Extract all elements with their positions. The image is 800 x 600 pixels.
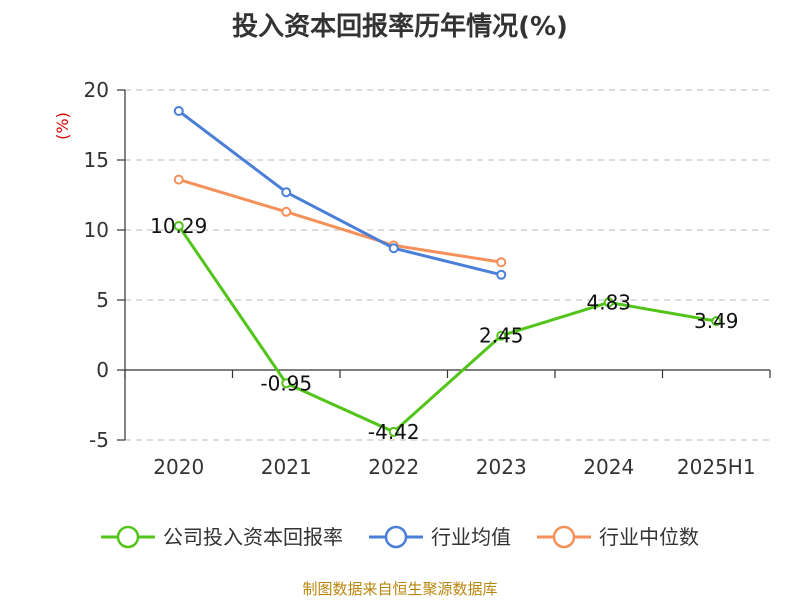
y-axis-label: (%) xyxy=(53,112,72,140)
data-point[interactable] xyxy=(496,257,507,268)
data-label: 2.45 xyxy=(479,324,524,348)
data-label: -0.95 xyxy=(260,371,312,395)
data-point[interactable] xyxy=(388,426,399,437)
data-point[interactable] xyxy=(388,243,399,254)
data-point[interactable] xyxy=(173,220,184,231)
data-label: 3.49 xyxy=(694,309,739,333)
y-tick-label: 10 xyxy=(84,218,109,242)
legend-label: 行业均值 xyxy=(431,525,511,549)
x-tick-label: 2021 xyxy=(261,455,312,479)
legend-item[interactable]: 行业中位数 xyxy=(537,525,699,549)
legend-marker-icon xyxy=(552,525,576,549)
data-point[interactable] xyxy=(281,206,292,217)
x-tick-label: 2024 xyxy=(583,455,634,479)
x-tick-label: 2022 xyxy=(368,455,419,479)
source-note: 制图数据来自恒生聚源数据库 xyxy=(302,580,498,598)
legend-label: 行业中位数 xyxy=(599,525,699,549)
x-tick-label: 2023 xyxy=(476,455,527,479)
data-point[interactable] xyxy=(711,316,722,327)
data-point[interactable] xyxy=(173,106,184,116)
y-tick-label: 20 xyxy=(84,78,109,102)
data-point[interactable] xyxy=(281,187,292,198)
y-tick-label: 15 xyxy=(84,148,109,172)
x-tick-label: 2020 xyxy=(153,455,204,479)
data-label: 10.29 xyxy=(150,214,207,238)
y-tick-label: -5 xyxy=(89,428,109,452)
y-tick-label: 0 xyxy=(96,358,109,382)
chart-title: 投入资本回报率历年情况(%) xyxy=(232,12,568,42)
legend-label: 公司投入资本回报率 xyxy=(163,525,343,549)
data-label: 4.83 xyxy=(586,290,631,314)
legend-marker-icon xyxy=(384,525,408,549)
legend[interactable]: 公司投入资本回报率 行业均值 行业中位数 xyxy=(101,525,699,549)
grid-layer xyxy=(125,89,770,441)
legend-item[interactable]: 公司投入资本回报率 xyxy=(101,525,343,549)
data-point[interactable] xyxy=(496,269,507,280)
data-point[interactable] xyxy=(603,297,614,308)
y-tick-label: 5 xyxy=(96,288,109,312)
series-line xyxy=(177,109,502,277)
series-layer xyxy=(173,106,722,437)
data-point[interactable] xyxy=(173,174,184,185)
data-label-layer: 10.29 -0.95 -4.42 2.45 4.83 3.49 xyxy=(150,214,738,444)
legend-marker-icon xyxy=(116,525,140,549)
series-line xyxy=(177,225,717,434)
data-label: -4.42 xyxy=(368,420,420,444)
data-point[interactable] xyxy=(496,330,507,341)
x-tick-label: 2025H1 xyxy=(677,455,756,479)
series-line xyxy=(178,178,502,264)
legend-item[interactable]: 行业均值 xyxy=(369,525,511,549)
data-point[interactable] xyxy=(281,378,292,389)
